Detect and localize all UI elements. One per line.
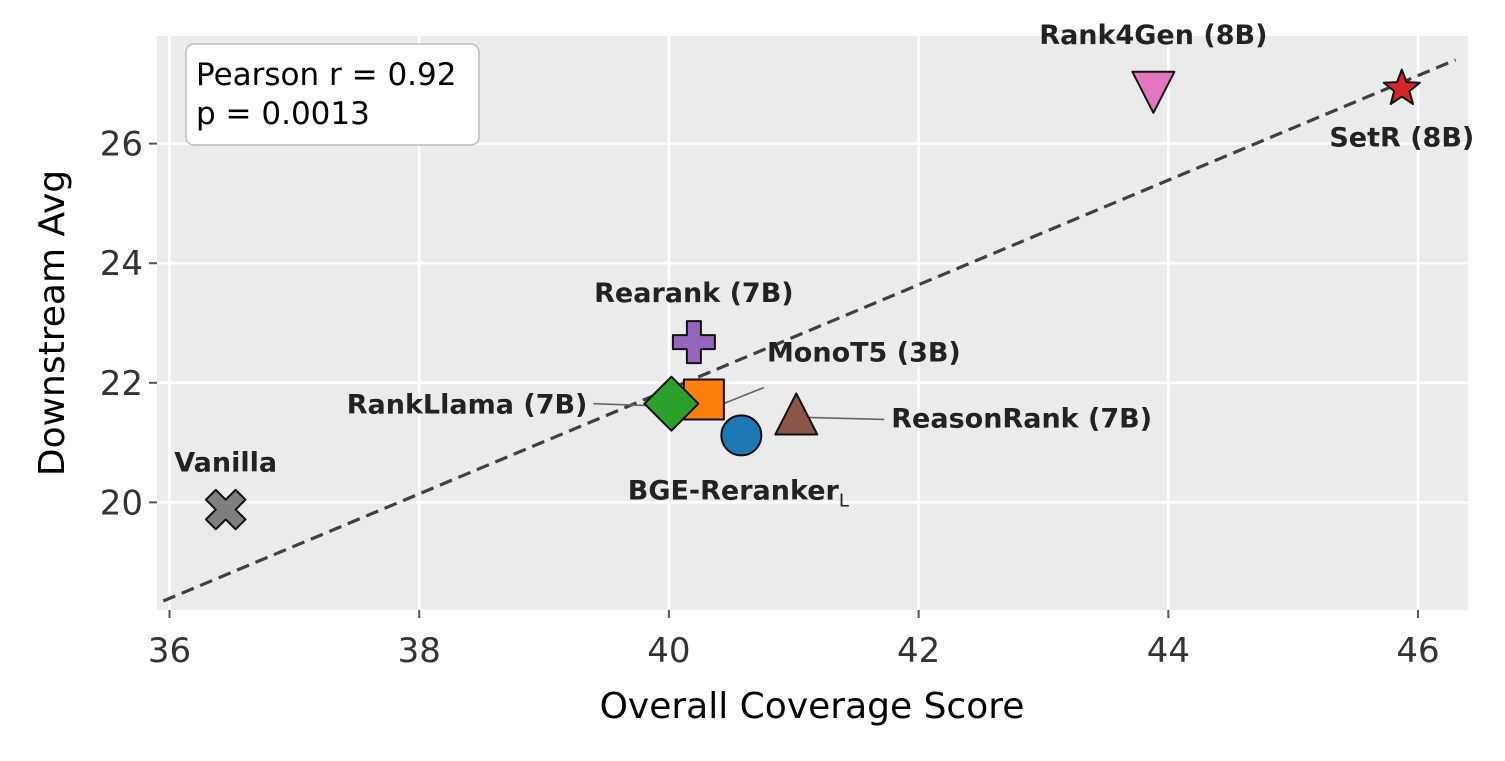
point-label: BGE-RerankerL	[628, 475, 849, 511]
stats-box-frame	[185, 43, 480, 146]
x-tick-label: 42	[897, 631, 940, 671]
point-label-subscript: L	[839, 490, 849, 511]
marker-rankllama-7b	[643, 375, 700, 432]
stats-pearson: Pearson r = 0.92	[196, 57, 456, 93]
point-label-text: RankLlama (7B)	[347, 390, 588, 421]
x-tick-label: 36	[148, 631, 191, 671]
stats-p-value: p = 0.0013	[196, 96, 370, 132]
data-labels: Vanilla BGE-RerankerL MonoT5 (3B) RankLlama…	[174, 20, 1474, 512]
marker-reasonrank-7b	[774, 392, 819, 436]
marker-rearank-7b	[671, 320, 716, 365]
marker-vanilla	[204, 488, 247, 531]
point-label: ReasonRank (7B)	[891, 403, 1152, 434]
y-axis-label: Downstream Avg	[32, 170, 73, 476]
y-tick-label: 20	[100, 483, 143, 523]
point-label-text: ReasonRank (7B)	[891, 403, 1152, 434]
leader-line	[593, 402, 652, 407]
point-label: Rearank (7B)	[594, 278, 793, 309]
x-tick-label: 40	[647, 631, 690, 671]
point-label: MonoT5 (3B)	[767, 338, 961, 369]
point-label: Rank4Gen (8B)	[1039, 20, 1267, 51]
x-tick-label: 38	[398, 631, 441, 671]
point-label-text: SetR (8B)	[1329, 123, 1474, 154]
point-label-text: Rank4Gen (8B)	[1039, 20, 1267, 51]
leader-line	[806, 416, 885, 421]
x-tick-label: 46	[1396, 631, 1439, 671]
x-tick-label: 44	[1147, 631, 1190, 671]
point-label: SetR (8B)	[1329, 123, 1474, 154]
y-tick-label: 26	[100, 125, 143, 165]
axis-ticks: 36 38 40 42 44 46 20 22 24 26	[100, 125, 1440, 671]
point-label-text: Rearank (7B)	[594, 278, 793, 309]
stats-box: Pearson r = 0.92 p = 0.0013	[185, 43, 480, 146]
y-tick-label: 22	[100, 364, 143, 404]
marker-setr-8b	[1382, 68, 1421, 105]
y-tick-label: 24	[100, 244, 143, 284]
marker-bge-reranker	[720, 414, 763, 457]
point-label: RankLlama (7B)	[347, 390, 588, 421]
data-markers	[204, 68, 1421, 531]
grid-lines	[157, 36, 1468, 610]
x-axis-label: Overall Coverage Score	[600, 686, 1025, 727]
point-label: Vanilla	[174, 448, 277, 479]
point-label-text: BGE-Reranker	[628, 475, 840, 506]
point-label-text: MonoT5 (3B)	[767, 338, 961, 369]
marker-rank4gen-8b	[1131, 70, 1176, 114]
point-label-text: Vanilla	[174, 448, 277, 479]
trend-line	[162, 58, 1457, 603]
